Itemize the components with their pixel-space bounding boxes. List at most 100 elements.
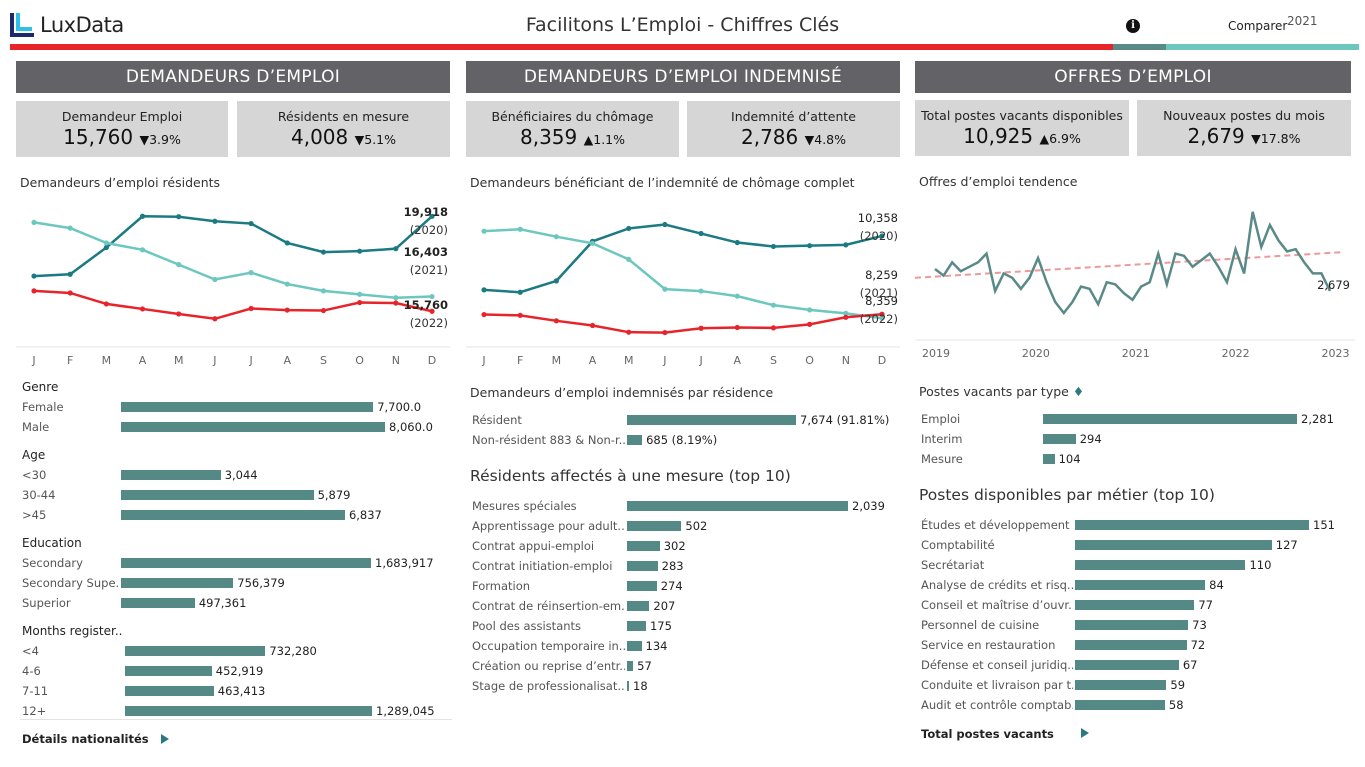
group-title: Age [22,448,46,462]
data-point-2022 [139,306,146,312]
series-line-2021 [483,227,883,320]
kpi-delta: ▼5.1% [354,132,396,147]
compare-year-selector[interactable]: 2021 [1287,14,1318,28]
bar[interactable] [1075,660,1179,670]
bar[interactable] [1075,600,1195,610]
bar[interactable] [1075,640,1187,650]
section-header-offres: OFFRES D’EMPLOI [915,61,1351,93]
kpi-beneficiaires-chomage[interactable]: Bénéficiaires du chômage 8,359 ▲1.1% [466,101,679,157]
chart-title-offres: Offres d’emploi tendence [919,174,1078,189]
filter-diamond-icon[interactable]: ♦ [1072,384,1085,399]
bar[interactable] [1075,520,1309,530]
bar-value-label: 502 [685,519,708,533]
data-point-2020 [734,239,740,246]
bar[interactable] [1075,540,1272,550]
bar[interactable] [627,581,657,591]
bars-postes-type: Emploi 2,281 Interim 294 Mesure 104 [915,408,1355,470]
kpi-demandeur-emploi[interactable]: Demandeur Emploi 15,760 ▼3.9% [16,101,228,157]
kpi-indemnite-attente[interactable]: Indemnité d’attente 2,786 ▼4.8% [687,101,900,157]
data-point-2022 [879,311,885,317]
kpi-residents-en-mesure[interactable]: Résidents en mesure 4,008 ▼5.1% [237,101,450,157]
bar[interactable] [627,521,682,531]
bar-value-label: 5,879 [317,488,351,502]
bar[interactable] [1043,434,1076,444]
x-tick-label: M [552,354,562,367]
bar-value-label: 452,919 [215,664,264,678]
x-tick-label: S [770,354,777,367]
chart-title-residents: Demandeurs d’emploi résidents [20,175,221,190]
x-tick-label: M [624,354,634,367]
bar[interactable] [1075,680,1167,690]
bar[interactable] [121,598,195,608]
bar-value-label: 58 [1168,698,1184,712]
bar-category-label: Études et développement .. [921,518,1073,532]
bar[interactable] [125,706,372,716]
bar[interactable] [627,641,642,651]
bar-category-label: Défense et conseil juridiq.. [921,658,1073,672]
bar[interactable] [121,510,345,520]
bar-value-label: 77 [1198,598,1213,612]
bar-value-label: 151 [1313,518,1335,532]
bar[interactable] [1043,454,1055,464]
line-chart-indemnite[interactable]: J F M A M J J A S O N D 10,358 (2020) 8,259 (2021)8,359… [466,195,900,370]
bar[interactable] [1043,414,1297,424]
bar[interactable] [121,470,221,480]
bar[interactable] [627,435,643,445]
info-icon[interactable]: i [1126,19,1140,33]
bar-value-label: 73 [1192,618,1207,632]
bar[interactable] [1075,560,1246,570]
page-title: Facilitons L’Emploi - Chiffres Clés [525,14,840,36]
data-point-2021 [626,256,632,262]
bar[interactable] [1075,700,1165,710]
bar[interactable] [121,490,314,500]
bar[interactable] [627,661,634,671]
end-value-label: 19,918 [404,205,448,219]
bar[interactable] [627,601,650,611]
data-point-2021 [248,270,254,276]
play-icon[interactable] [161,734,169,744]
bar[interactable] [627,501,848,511]
bar[interactable] [627,681,629,691]
details-nationalites-link[interactable]: Détails nationalités [22,732,149,746]
chart-title-residence: Demandeurs d’emploi indemnisés par résid… [470,385,774,400]
data-point-2021 [698,288,704,294]
bar[interactable] [121,402,374,412]
bar[interactable] [1075,580,1206,590]
bar[interactable] [125,686,214,696]
x-tick-label: D [878,354,886,367]
bar-value-label: 175 [649,619,672,633]
bar[interactable] [627,541,660,551]
x-tick-label: J [662,354,666,367]
bar-category-label: Personnel de cuisine [921,618,1040,632]
bar[interactable] [121,578,234,588]
logo: LuxData [10,10,124,40]
x-tick-label: S [320,354,327,367]
line-chart-residents[interactable]: J F M A M J J A S O N D 19,918 (2020) 16,403 (2021) 15,7… [16,195,450,370]
kpi-label: Nouveaux postes du mois [1163,108,1325,123]
total-postes-vacants-link[interactable]: Total postes vacants [921,727,1054,741]
bar-value-label: 283 [661,559,684,573]
bar[interactable] [125,646,266,656]
bar[interactable] [627,415,796,425]
group-title: Months register.. [22,624,123,638]
bar-value-label: 2,039 [852,499,885,513]
data-point-2021 [481,228,487,234]
bar-category-label: Contrat initiation-emploi [472,559,613,573]
line-chart-offres[interactable]: 2019 2020 2021 2022 2023 2,679 [915,195,1355,365]
kpi-total-postes-vacants[interactable]: Total postes vacants disponibles 10,925 … [915,100,1129,156]
kpi-value: 8,359 [520,125,578,149]
series-line-2020 [483,223,883,294]
bar[interactable] [627,561,658,571]
top-bar-teal-light [1166,44,1359,50]
bar[interactable] [627,621,646,631]
play-icon[interactable] [1081,728,1089,738]
bar[interactable] [121,422,385,432]
bar[interactable] [125,666,212,676]
data-point-2020 [481,287,487,293]
data-point-2020 [429,213,435,219]
bar[interactable] [1075,620,1189,630]
compare-label[interactable]: Comparer [1228,19,1288,33]
kpi-nouveaux-postes[interactable]: Nouveaux postes du mois 2,679 ▼17.8% [1137,100,1351,156]
bar[interactable] [121,558,371,568]
bar-value-label: 72 [1190,638,1206,652]
